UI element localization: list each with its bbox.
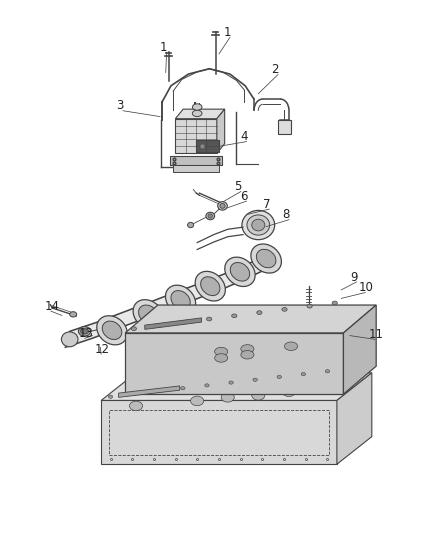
Text: 2: 2 xyxy=(272,63,279,76)
Ellipse shape xyxy=(301,373,306,376)
Polygon shape xyxy=(175,109,225,119)
Ellipse shape xyxy=(230,262,250,281)
Text: 8: 8 xyxy=(283,208,290,221)
Ellipse shape xyxy=(132,392,137,395)
Ellipse shape xyxy=(242,211,275,240)
Text: 6: 6 xyxy=(240,190,247,203)
FancyBboxPatch shape xyxy=(278,120,291,134)
Bar xyxy=(196,140,219,152)
Ellipse shape xyxy=(285,342,297,351)
Ellipse shape xyxy=(102,321,122,340)
Ellipse shape xyxy=(192,104,202,110)
Ellipse shape xyxy=(195,271,225,301)
Ellipse shape xyxy=(215,348,228,356)
Text: 11: 11 xyxy=(368,328,383,341)
Ellipse shape xyxy=(131,327,137,330)
Polygon shape xyxy=(173,165,219,172)
Ellipse shape xyxy=(252,391,265,400)
Ellipse shape xyxy=(166,285,196,315)
Ellipse shape xyxy=(218,201,227,210)
Ellipse shape xyxy=(257,311,262,314)
Text: 13: 13 xyxy=(78,327,93,340)
Ellipse shape xyxy=(207,317,212,321)
Text: 5: 5 xyxy=(234,180,242,193)
Ellipse shape xyxy=(206,212,215,220)
Ellipse shape xyxy=(221,392,234,402)
Text: 4: 4 xyxy=(240,130,247,143)
Ellipse shape xyxy=(180,386,185,390)
Polygon shape xyxy=(175,119,217,154)
Ellipse shape xyxy=(187,222,194,228)
Ellipse shape xyxy=(225,257,255,287)
Polygon shape xyxy=(343,305,376,394)
Ellipse shape xyxy=(253,378,258,381)
Ellipse shape xyxy=(241,351,254,359)
Ellipse shape xyxy=(232,314,237,318)
Ellipse shape xyxy=(252,219,265,231)
Text: 3: 3 xyxy=(117,99,124,112)
Ellipse shape xyxy=(283,387,295,397)
Polygon shape xyxy=(337,373,372,464)
Ellipse shape xyxy=(97,316,127,345)
Ellipse shape xyxy=(282,308,287,311)
Ellipse shape xyxy=(256,249,276,268)
Ellipse shape xyxy=(229,381,233,384)
Ellipse shape xyxy=(78,327,91,336)
Ellipse shape xyxy=(181,320,187,324)
Ellipse shape xyxy=(108,395,113,398)
Ellipse shape xyxy=(307,304,312,308)
Ellipse shape xyxy=(133,300,163,329)
Polygon shape xyxy=(119,386,180,398)
Polygon shape xyxy=(125,305,376,333)
Ellipse shape xyxy=(201,277,220,296)
Text: 9: 9 xyxy=(350,271,357,284)
Ellipse shape xyxy=(191,396,204,406)
Text: 1: 1 xyxy=(223,26,231,39)
Ellipse shape xyxy=(241,345,254,353)
Ellipse shape xyxy=(156,390,161,393)
Ellipse shape xyxy=(70,312,77,317)
Polygon shape xyxy=(101,373,372,400)
Polygon shape xyxy=(217,109,225,154)
Polygon shape xyxy=(145,318,201,329)
Text: 12: 12 xyxy=(95,343,110,356)
Ellipse shape xyxy=(332,301,337,305)
Polygon shape xyxy=(101,400,337,464)
Ellipse shape xyxy=(220,204,225,208)
Ellipse shape xyxy=(247,215,270,235)
Ellipse shape xyxy=(138,305,158,324)
Ellipse shape xyxy=(251,244,282,273)
Ellipse shape xyxy=(171,290,190,310)
Ellipse shape xyxy=(325,370,330,373)
Text: 7: 7 xyxy=(263,198,270,211)
Text: 10: 10 xyxy=(359,281,374,294)
Ellipse shape xyxy=(277,375,282,378)
Ellipse shape xyxy=(61,332,78,347)
Ellipse shape xyxy=(81,329,88,334)
Polygon shape xyxy=(125,333,343,394)
Ellipse shape xyxy=(156,324,162,327)
Ellipse shape xyxy=(215,354,228,362)
Ellipse shape xyxy=(205,384,209,387)
Ellipse shape xyxy=(130,401,143,411)
Text: 1: 1 xyxy=(160,41,168,54)
Text: 14: 14 xyxy=(44,300,60,313)
Ellipse shape xyxy=(208,214,212,218)
Polygon shape xyxy=(65,253,271,348)
Polygon shape xyxy=(170,156,222,165)
Ellipse shape xyxy=(192,110,202,117)
